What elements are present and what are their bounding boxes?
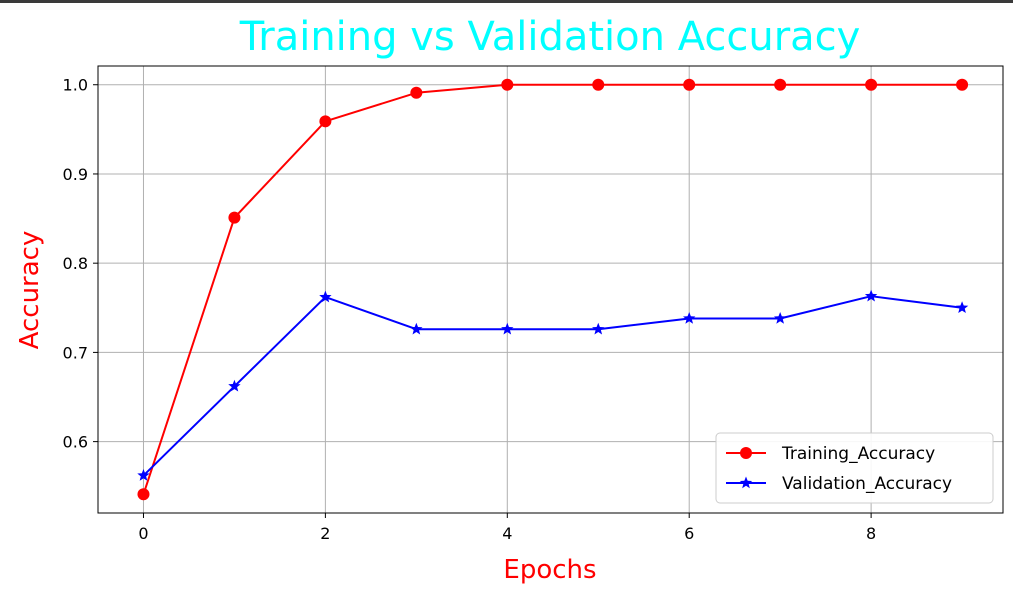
training-accuracy-point: [774, 78, 787, 91]
validation-accuracy-point: [683, 312, 696, 324]
y-axis-label: Accuracy: [15, 231, 45, 350]
training-accuracy-point: [410, 86, 423, 99]
legend-marker-validation-accuracy: [739, 476, 753, 489]
x-tick-label: 6: [684, 524, 694, 543]
training-accuracy-point: [865, 78, 878, 91]
window-top-border: [0, 0, 1013, 3]
legend-entry-validation-accuracy: Validation_Accuracy: [726, 474, 952, 494]
validation-accuracy-point: [319, 290, 332, 303]
validation-accuracy-point: [410, 322, 423, 335]
x-tick-label: 4: [502, 524, 512, 543]
y-tick-label: 0.8: [63, 254, 88, 273]
x-tick-label: 2: [320, 524, 330, 543]
chart-title: Training vs Validation Accuracy: [239, 14, 861, 60]
legend-label-training-accuracy: Training_Accuracy: [781, 444, 935, 464]
training-accuracy-point: [956, 78, 969, 91]
y-tick-label: 1.0: [63, 76, 88, 95]
y-axis-ticks: 0.6 0.7 0.8 0.9 1.0: [63, 76, 98, 452]
y-tick-label: 0.9: [63, 165, 88, 184]
validation-accuracy-point: [955, 301, 969, 314]
legend-box: [715, 432, 994, 504]
training-accuracy-line: [142, 83, 963, 495]
validation-accuracy-point: [592, 322, 605, 335]
x-tick-label: 0: [138, 524, 148, 543]
validation-accuracy-point: [228, 379, 241, 392]
x-axis-label: Epochs: [503, 555, 596, 585]
y-tick-label: 0.7: [63, 343, 88, 362]
x-tick-label: 8: [866, 524, 876, 543]
training-accuracy-point: [137, 488, 150, 501]
training-accuracy-point: [592, 78, 605, 91]
legend-label-validation-accuracy: Validation_Accuracy: [782, 474, 952, 494]
y-tick-label: 0.6: [63, 433, 88, 452]
legend: Training_Accuracy Validation_Accuracy: [715, 432, 994, 504]
training-accuracy-point: [683, 78, 696, 91]
validation-accuracy-point: [864, 289, 878, 302]
validation-accuracy-line: [142, 295, 963, 477]
x-axis-ticks: 0 2 4 6 8: [138, 513, 876, 543]
validation-accuracy-point: [137, 469, 150, 481]
validation-accuracy-point: [501, 322, 514, 335]
validation-accuracy-point: [773, 312, 787, 324]
plot-frame: [97, 65, 1004, 514]
legend-entries: Training_Accuracy Validation_Accuracy: [726, 444, 952, 494]
training-accuracy-point: [228, 211, 241, 224]
legend-entry-training-accuracy: Training_Accuracy: [726, 444, 935, 464]
series-layer: [137, 78, 969, 501]
training-accuracy-point: [319, 115, 332, 128]
legend-marker-training-accuracy: [740, 447, 752, 459]
training-accuracy-point: [501, 78, 514, 91]
